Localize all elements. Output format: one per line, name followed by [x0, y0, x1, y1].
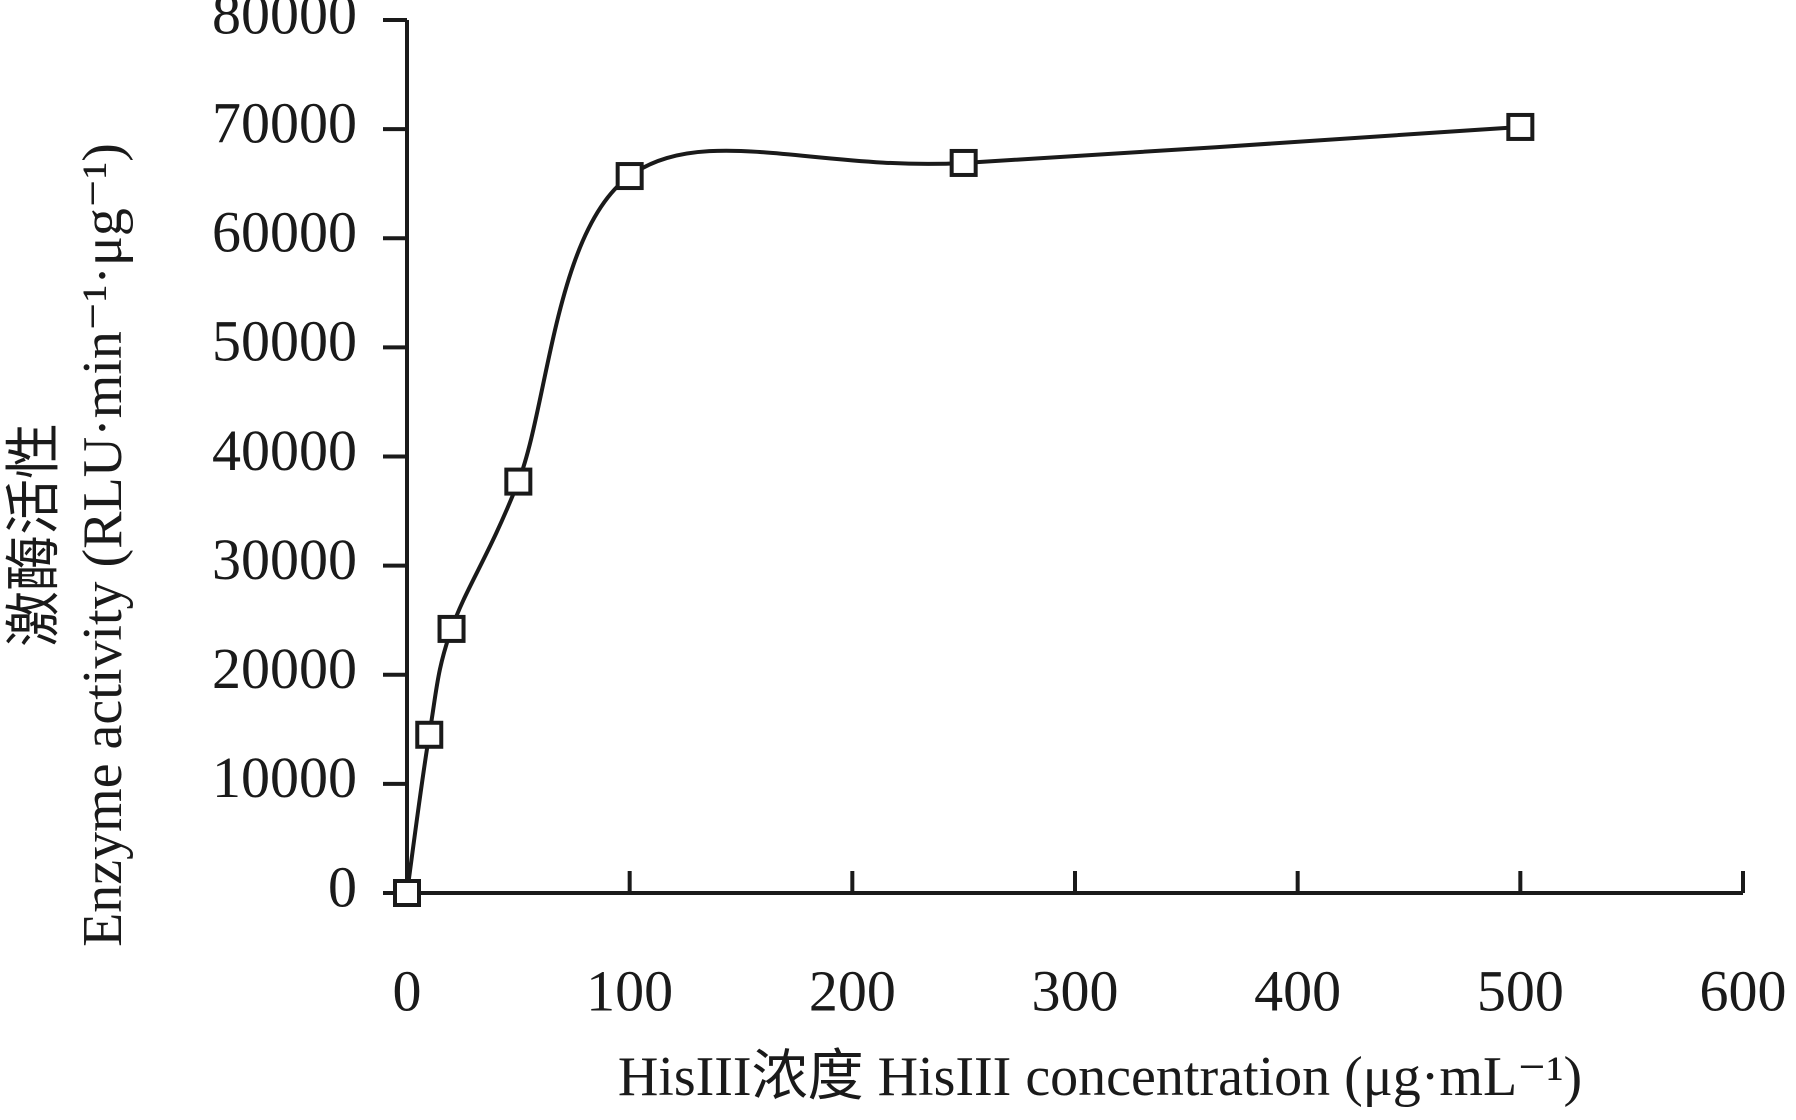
- marker: [1506, 112, 1535, 141]
- y-tick-label: 10000: [212, 745, 357, 810]
- y-axis-title: 激酶活性: [4, 423, 66, 647]
- y-tick-label: 30000: [212, 527, 357, 592]
- x-axis-title: HisIII浓度 HisIII concentration (μg·mL⁻¹): [618, 1046, 1582, 1108]
- x-tick-label: 600: [1700, 958, 1787, 1023]
- x-tick-label: 0: [393, 958, 422, 1023]
- x-tick-label: 400: [1254, 958, 1341, 1023]
- y-axis-title: Enzyme activity (RLU·min⁻¹·μg⁻¹): [72, 143, 134, 947]
- marker: [393, 879, 421, 907]
- y-tick-label: 60000: [212, 200, 357, 265]
- x-tick-label: 200: [809, 958, 896, 1023]
- line: [405, 124, 1521, 894]
- marker: [415, 720, 444, 749]
- y-tick-label: 20000: [212, 636, 357, 701]
- marker: [615, 162, 644, 191]
- marker: [437, 614, 466, 643]
- y-tick-label: 40000: [212, 418, 357, 483]
- x-tick-label: 300: [1032, 958, 1119, 1023]
- y-tick-label: 80000: [212, 0, 357, 46]
- x-tick-label: 500: [1477, 958, 1564, 1023]
- y-tick-label: 0: [328, 854, 357, 919]
- y-tick-label: 70000: [212, 90, 357, 155]
- marker: [504, 467, 533, 496]
- y-tick-label: 50000: [212, 309, 357, 374]
- marker: [949, 148, 978, 177]
- x-tick-label: 100: [586, 958, 673, 1023]
